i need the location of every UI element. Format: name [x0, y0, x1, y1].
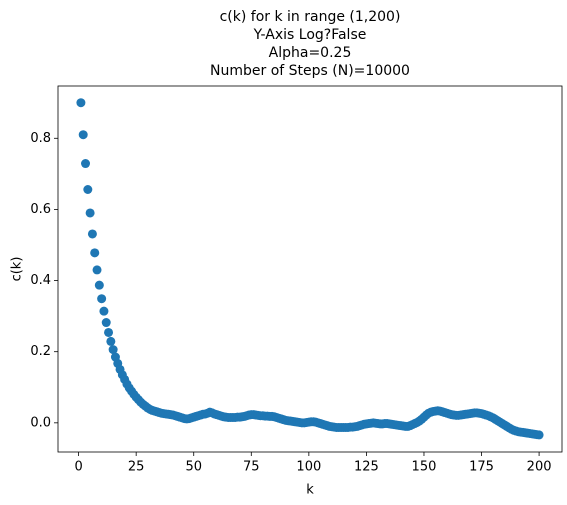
- title-line: c(k) for k in range (1,200): [220, 9, 401, 25]
- point: [534, 430, 544, 440]
- y-tick-label: 0.4: [30, 273, 51, 288]
- x-tick-label: 200: [527, 460, 552, 475]
- point: [94, 280, 104, 290]
- x-tick-label: 75: [243, 460, 260, 475]
- point: [81, 159, 91, 169]
- point: [78, 130, 88, 140]
- y-tick-label: 0.8: [30, 131, 51, 146]
- point: [90, 248, 100, 258]
- point: [101, 318, 111, 328]
- title-line: Number of Steps (N)=10000: [210, 63, 410, 79]
- x-tick-label: 150: [412, 460, 437, 475]
- x-tick-label: 175: [469, 460, 494, 475]
- point: [92, 265, 102, 275]
- point: [76, 98, 86, 108]
- axes-frame: [57, 85, 563, 453]
- x-tick-label: 0: [74, 460, 82, 475]
- title-line: Alpha=0.25: [269, 45, 352, 61]
- point: [104, 327, 114, 337]
- x-tick-label: 50: [185, 460, 202, 475]
- point: [97, 294, 107, 304]
- point: [108, 345, 118, 355]
- plot-area: [76, 98, 544, 440]
- x-tick-label: 125: [354, 460, 379, 475]
- point: [106, 336, 116, 346]
- point: [83, 185, 93, 195]
- y-axis-label: c(k): [10, 257, 25, 282]
- point: [99, 306, 109, 316]
- point: [85, 208, 95, 218]
- y-tick-label: 0.2: [30, 344, 51, 359]
- x-tick-label: 100: [296, 460, 321, 475]
- title-line: Y-Axis Log?False: [253, 27, 367, 43]
- y-tick-label: 0.0: [30, 415, 51, 430]
- point: [87, 229, 97, 239]
- x-axis-label: k: [306, 483, 314, 498]
- y-tick-label: 0.6: [30, 202, 51, 217]
- x-tick-label: 25: [128, 460, 145, 475]
